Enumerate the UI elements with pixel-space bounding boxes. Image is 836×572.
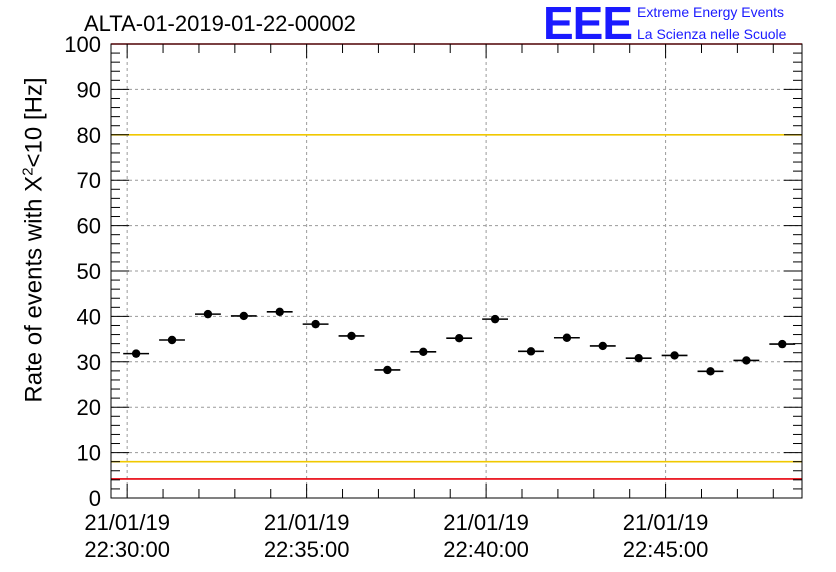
y-tick-label: 70 bbox=[77, 168, 101, 193]
x-tick-label-time: 22:35:00 bbox=[264, 537, 350, 562]
x-tick-label-date: 21/01/19 bbox=[443, 510, 529, 535]
x-tick-label-date: 21/01/19 bbox=[623, 510, 709, 535]
data-point bbox=[347, 331, 356, 341]
data-point bbox=[239, 311, 249, 321]
data-point bbox=[778, 339, 787, 349]
data-point bbox=[311, 319, 320, 329]
data-point bbox=[526, 347, 536, 356]
data-point bbox=[562, 333, 572, 342]
y-tick-label: 40 bbox=[77, 304, 101, 329]
x-tick-label-date: 21/01/19 bbox=[264, 510, 350, 535]
x-tick-label-time: 22:45:00 bbox=[623, 537, 709, 562]
data-point bbox=[383, 365, 392, 375]
data-point bbox=[490, 314, 500, 324]
logo-line-1: Extreme Energy Events bbox=[637, 4, 785, 20]
y-tick-label: 30 bbox=[77, 350, 101, 375]
data-point bbox=[419, 347, 428, 357]
x-tick-label-time: 22:30:00 bbox=[84, 537, 170, 562]
y-tick-label: 60 bbox=[77, 214, 101, 239]
data-point bbox=[454, 333, 464, 343]
y-tick-label: 90 bbox=[77, 77, 101, 102]
x-tick-label-time: 22:40:00 bbox=[443, 537, 529, 562]
data-point bbox=[634, 353, 643, 363]
chart-title: ALTA-01-2019-01-22-00002 bbox=[84, 11, 356, 36]
logo-line-2: La Scienza nelle Scuole bbox=[637, 26, 787, 42]
y-axis-label: Rate of events with X2<10 [Hz] bbox=[20, 77, 49, 402]
y-tick-label: 50 bbox=[77, 259, 101, 284]
data-point bbox=[131, 349, 141, 358]
y-axis-label-suffix: <10 [Hz] bbox=[20, 77, 48, 168]
data-point bbox=[670, 351, 679, 360]
data-point bbox=[742, 356, 751, 365]
data-point bbox=[167, 335, 177, 345]
y-tick-label: 0 bbox=[89, 486, 101, 511]
y-axis-label-superscript: 2 bbox=[19, 167, 37, 176]
y-tick-label: 20 bbox=[77, 395, 101, 420]
data-point bbox=[706, 367, 715, 376]
data-point bbox=[203, 309, 213, 319]
y-tick-label: 100 bbox=[64, 32, 101, 57]
eee-logo: EEE bbox=[543, 0, 633, 49]
y-tick-label: 10 bbox=[77, 441, 101, 466]
x-tick-label-date: 21/01/19 bbox=[84, 510, 170, 535]
data-point bbox=[598, 341, 607, 351]
y-axis-label-text: Rate of events with X bbox=[20, 175, 48, 403]
y-tick-label: 80 bbox=[77, 123, 101, 148]
data-point bbox=[275, 307, 284, 317]
